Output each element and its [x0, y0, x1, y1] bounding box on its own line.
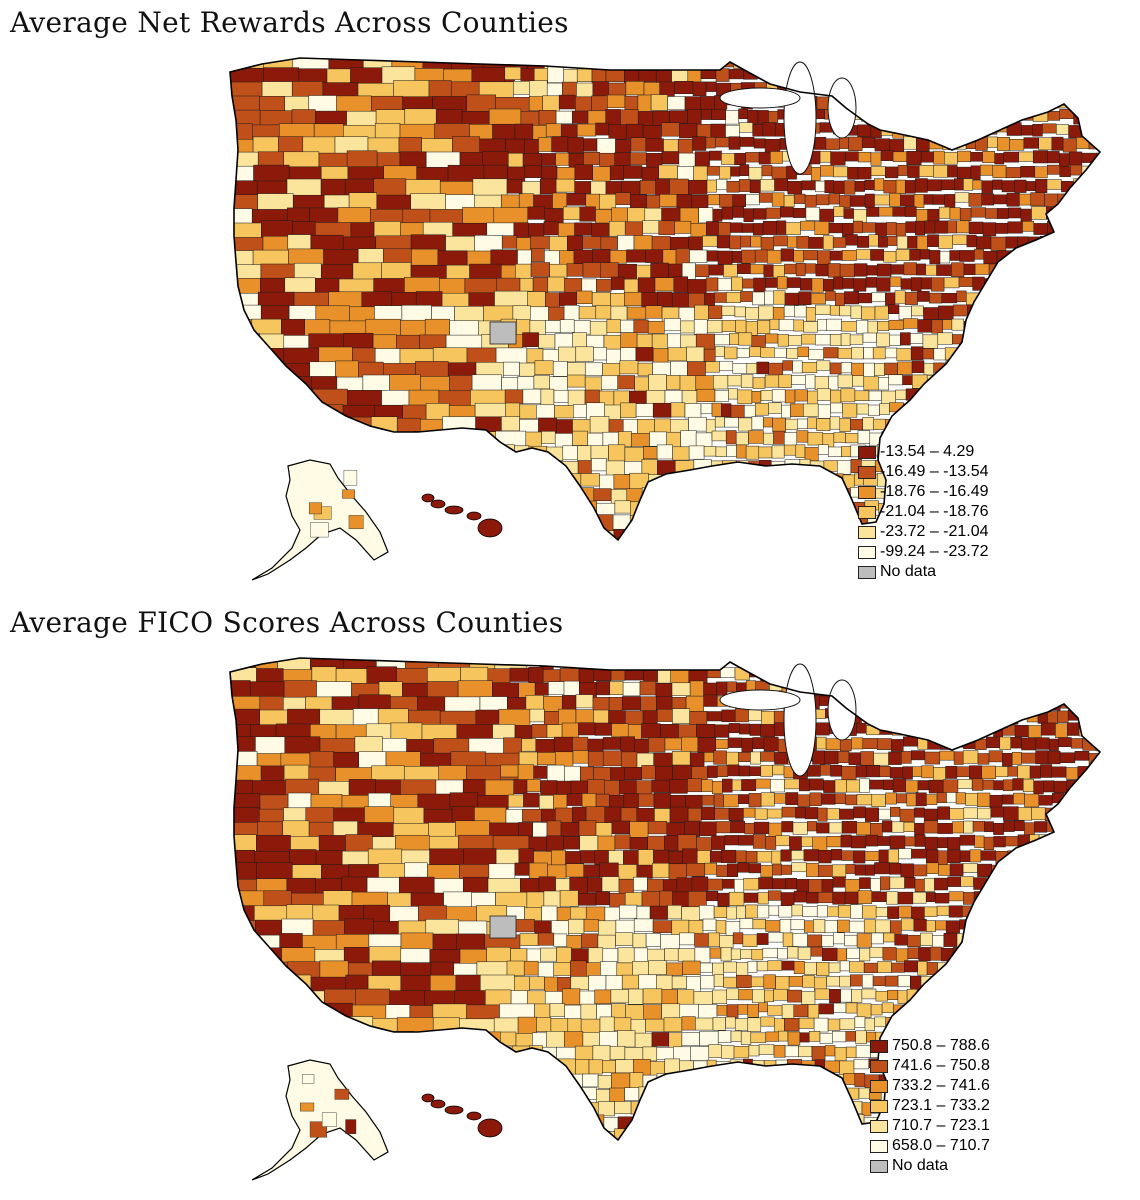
legend-label: -23.72 – -21.04 [880, 523, 989, 540]
legend-label: 710.7 – 723.1 [892, 1117, 990, 1134]
net-rewards-legend: -13.54 – 4.29 -16.49 – -13.54 -18.76 – -16… [858, 442, 989, 582]
legend-swatch [870, 1079, 888, 1093]
legend-swatch [858, 545, 876, 559]
hawaii-island [421, 493, 435, 503]
alaska-borough [321, 1112, 337, 1127]
hawaii-island [421, 1093, 435, 1103]
legend-item: No data [858, 562, 989, 582]
legend-item: -23.72 – -21.04 [858, 522, 989, 542]
legend-item: -13.54 – 4.29 [858, 442, 989, 462]
legend-label: No data [880, 563, 937, 580]
legend-item: 741.6 – 750.8 [870, 1056, 990, 1076]
legend-label: -16.49 – -13.54 [880, 463, 989, 480]
legend-swatch [870, 1139, 888, 1153]
fico-choropleth [229, 657, 1102, 1181]
legend-item: -21.04 – -18.76 [858, 502, 989, 522]
hawaii-island [477, 1118, 503, 1138]
legend-swatch [858, 445, 876, 459]
great-lake [719, 87, 801, 109]
great-lake [783, 663, 817, 777]
legend-label: 741.6 – 750.8 [892, 1057, 990, 1074]
alaska-borough [300, 1102, 315, 1112]
legend-item: No data [870, 1156, 990, 1176]
hawaii-island [466, 1111, 482, 1121]
net-rewards-choropleth [229, 57, 1102, 581]
hawaii-island [477, 518, 503, 538]
great-lake [827, 679, 857, 741]
legend-swatch [858, 465, 876, 479]
legend-label: -21.04 – -18.76 [880, 503, 989, 520]
alaska [251, 459, 389, 581]
legend-label: 750.8 – 788.6 [892, 1037, 990, 1054]
legend-swatch [870, 1099, 888, 1113]
hawaii-island [430, 499, 446, 509]
legend-item: 750.8 – 788.6 [870, 1036, 990, 1056]
legend-swatch [870, 1159, 888, 1173]
hawaii-island [444, 1105, 464, 1115]
alaska-borough [334, 1088, 350, 1100]
alaska-borough [343, 469, 358, 486]
alaska-borough [348, 515, 364, 529]
legend-item: 723.1 – 733.2 [870, 1096, 990, 1116]
legend-swatch [870, 1039, 888, 1053]
legend-swatch [858, 525, 876, 539]
legend-item: -16.49 – -13.54 [858, 462, 989, 482]
hawaii-island [466, 511, 482, 521]
legend-item: 733.2 – 741.6 [870, 1076, 990, 1096]
map-title: Average FICO Scores Across Counties [10, 606, 564, 639]
alaska-borough [302, 1074, 315, 1084]
legend-swatch [870, 1119, 888, 1133]
legend-label: 733.2 – 741.6 [892, 1077, 990, 1094]
legend-label: 723.1 – 733.2 [892, 1097, 990, 1114]
net-rewards-map-panel: Average Net Rewards Across Counties -13.… [10, 6, 1102, 582]
legend-label: -18.76 – -16.49 [880, 483, 989, 500]
legend-label: -99.24 – -23.72 [880, 543, 989, 560]
legend-item: -99.24 – -23.72 [858, 542, 989, 562]
legend-swatch [858, 505, 876, 519]
legend-label: No data [892, 1157, 949, 1174]
great-lake [783, 61, 817, 175]
legend-label: 658.0 – 710.7 [892, 1137, 990, 1154]
legend-label: -13.54 – 4.29 [880, 443, 975, 460]
no-data-county [489, 915, 517, 939]
legend-swatch [858, 485, 876, 499]
alaska-borough [342, 489, 355, 499]
fico-legend: 750.8 – 788.6 741.6 – 750.8 733.2 – 741.6 7… [870, 1036, 990, 1176]
map-title: Average Net Rewards Across Counties [10, 6, 569, 39]
alaska-borough [308, 502, 322, 515]
alaska-borough [345, 1119, 357, 1134]
no-data-county [489, 321, 517, 345]
legend-item: -18.76 – -16.49 [858, 482, 989, 502]
great-lake [827, 77, 857, 139]
hawaii-island [444, 505, 464, 515]
legend-item: 710.7 – 723.1 [870, 1116, 990, 1136]
hawaii-island [430, 1099, 446, 1109]
legend-swatch [870, 1059, 888, 1073]
legend-swatch [858, 565, 876, 579]
fico-map-panel: Average FICO Scores Across Counties 750.… [0, 600, 1140, 1200]
legend-item: 658.0 – 710.7 [870, 1136, 990, 1156]
alaska [251, 1059, 389, 1181]
alaska-borough [310, 522, 329, 538]
us-outline [229, 57, 1102, 542]
great-lake [719, 689, 801, 711]
